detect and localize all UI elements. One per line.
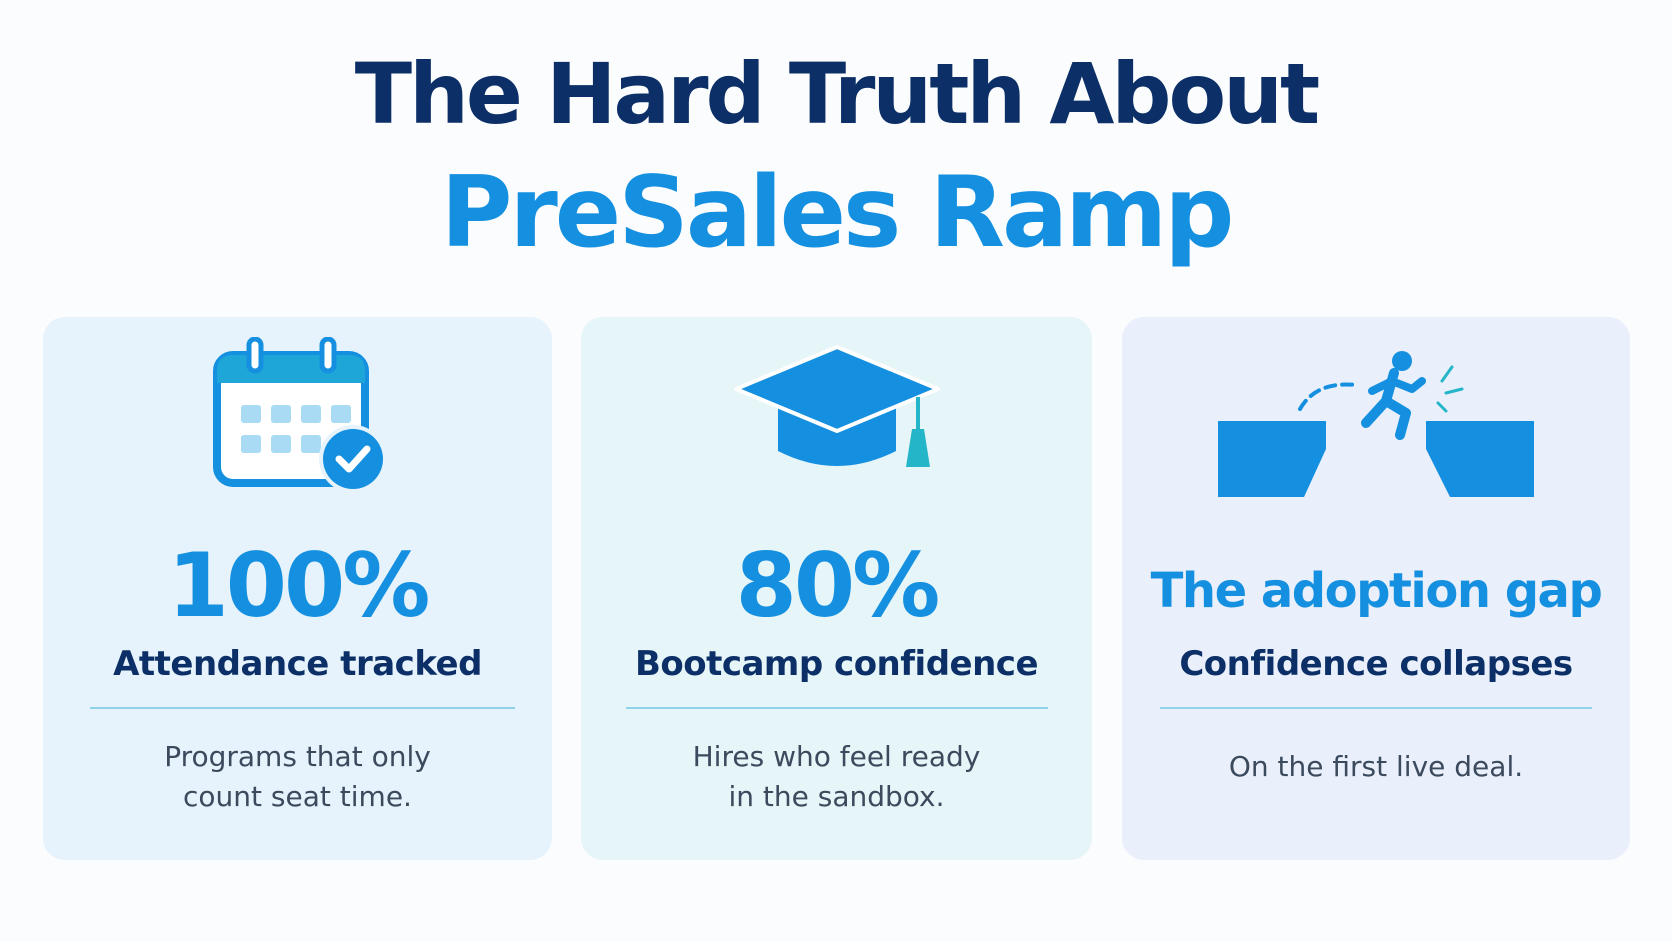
stat-card-adoption-gap: The adoption gap Confidence collapses On… xyxy=(1122,317,1630,860)
stat-value: The adoption gap xyxy=(1150,563,1603,619)
stat-description: On the first live deal. xyxy=(1228,750,1524,783)
stat-value: 80% xyxy=(735,534,941,637)
divider xyxy=(626,707,1048,709)
stat-description: Hires who feel ready in the sandbox. xyxy=(692,740,981,813)
stat-label: Attendance tracked xyxy=(113,644,482,684)
calendar-check-icon xyxy=(43,337,552,497)
stat-card-bootcamp: 80% Bootcamp confidence Hires who feel r… xyxy=(581,317,1092,860)
stat-card-attendance: 100% Attendance tracked Programs that on… xyxy=(43,317,552,860)
stat-value: 100% xyxy=(167,534,431,637)
stat-label: Bootcamp confidence xyxy=(634,644,1039,684)
stat-description: Programs that only count seat time. xyxy=(164,740,431,813)
divider xyxy=(90,707,515,709)
page-title-highlight: PreSales Ramp xyxy=(440,156,1235,270)
page-title: The Hard Truth About xyxy=(354,45,1320,143)
divider xyxy=(1160,707,1592,709)
graduation-cap-icon xyxy=(581,345,1092,485)
gap-jump-icon xyxy=(1122,351,1630,501)
stat-label: Confidence collapses xyxy=(1179,644,1573,684)
